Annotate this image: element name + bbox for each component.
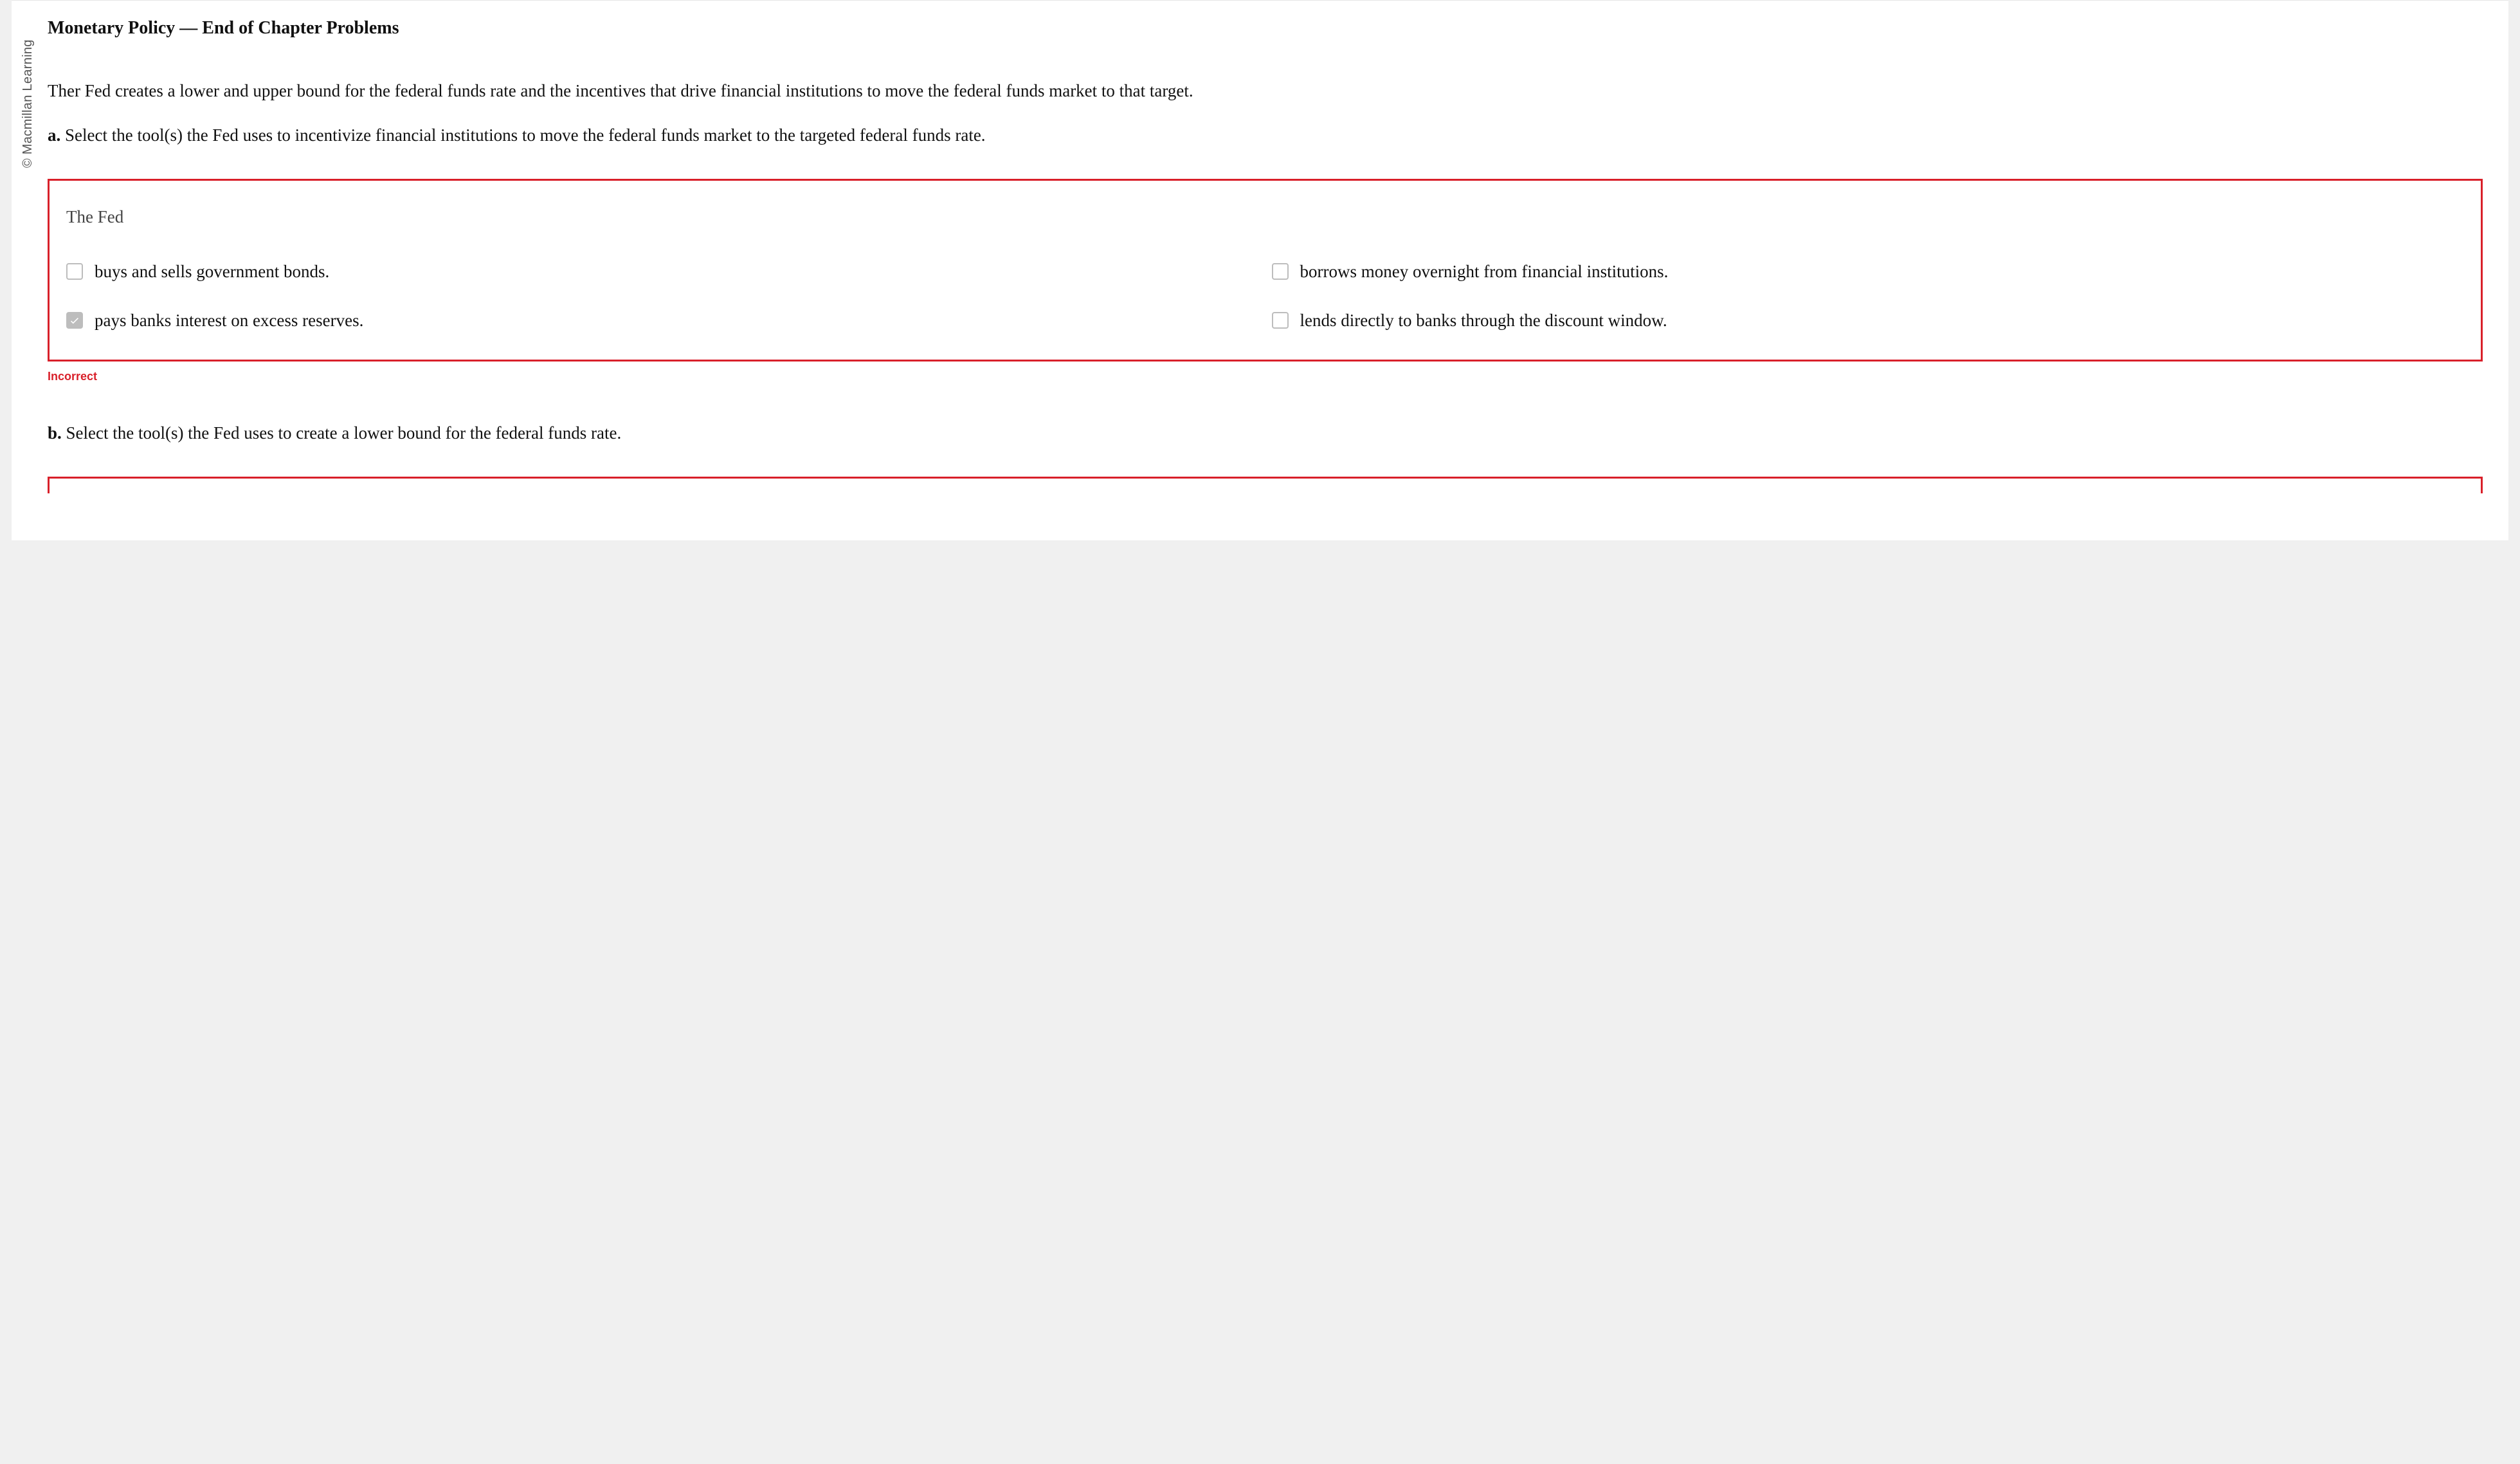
chapter-title: Monetary Policy — End of Chapter Problem… (48, 15, 2483, 42)
part-a-label: a. (48, 125, 60, 145)
part-b-prompt-text: Select the tool(s) the Fed uses to creat… (62, 423, 621, 443)
option-a1[interactable]: buys and sells government bonds. (66, 259, 1259, 285)
option-label: lends directly to banks through the disc… (1300, 307, 1667, 334)
option-label: borrows money overnight from financial i… (1300, 259, 1669, 285)
question-a-answer-box: The Fed buys and sells government bonds.… (48, 179, 2483, 361)
option-label: pays banks interest on excess reserves. (95, 307, 363, 334)
checkbox-icon[interactable] (66, 312, 83, 329)
part-b-label: b. (48, 423, 62, 443)
intro-text: Ther Fed creates a lower and upper bound… (48, 78, 2483, 104)
option-a2[interactable]: borrows money overnight from financial i… (1272, 259, 2465, 285)
page: © Macmillan Learning Monetary Policy — E… (12, 0, 2508, 540)
checkbox-icon[interactable] (1272, 263, 1289, 280)
question-a-prompt: a. Select the tool(s) the Fed uses to in… (48, 122, 2483, 149)
copyright-label: © Macmillan Learning (18, 39, 37, 168)
option-a3[interactable]: pays banks interest on excess reserves. (66, 307, 1259, 334)
option-label: buys and sells government bonds. (95, 259, 329, 285)
part-a-prompt-text: Select the tool(s) the Fed uses to incen… (60, 125, 985, 145)
checkbox-icon[interactable] (66, 263, 83, 280)
question-a-stem: The Fed (66, 204, 2464, 230)
question-b-prompt: b. Select the tool(s) the Fed uses to cr… (48, 420, 2483, 446)
question-a-feedback: Incorrect (48, 368, 2483, 385)
option-a4[interactable]: lends directly to banks through the disc… (1272, 307, 2465, 334)
check-icon (69, 315, 80, 326)
checkbox-icon[interactable] (1272, 312, 1289, 329)
question-a-options: buys and sells government bonds. borrows… (66, 259, 2464, 334)
question-b-answer-box (48, 477, 2483, 493)
content-column: Monetary Policy — End of Chapter Problem… (48, 15, 2483, 493)
